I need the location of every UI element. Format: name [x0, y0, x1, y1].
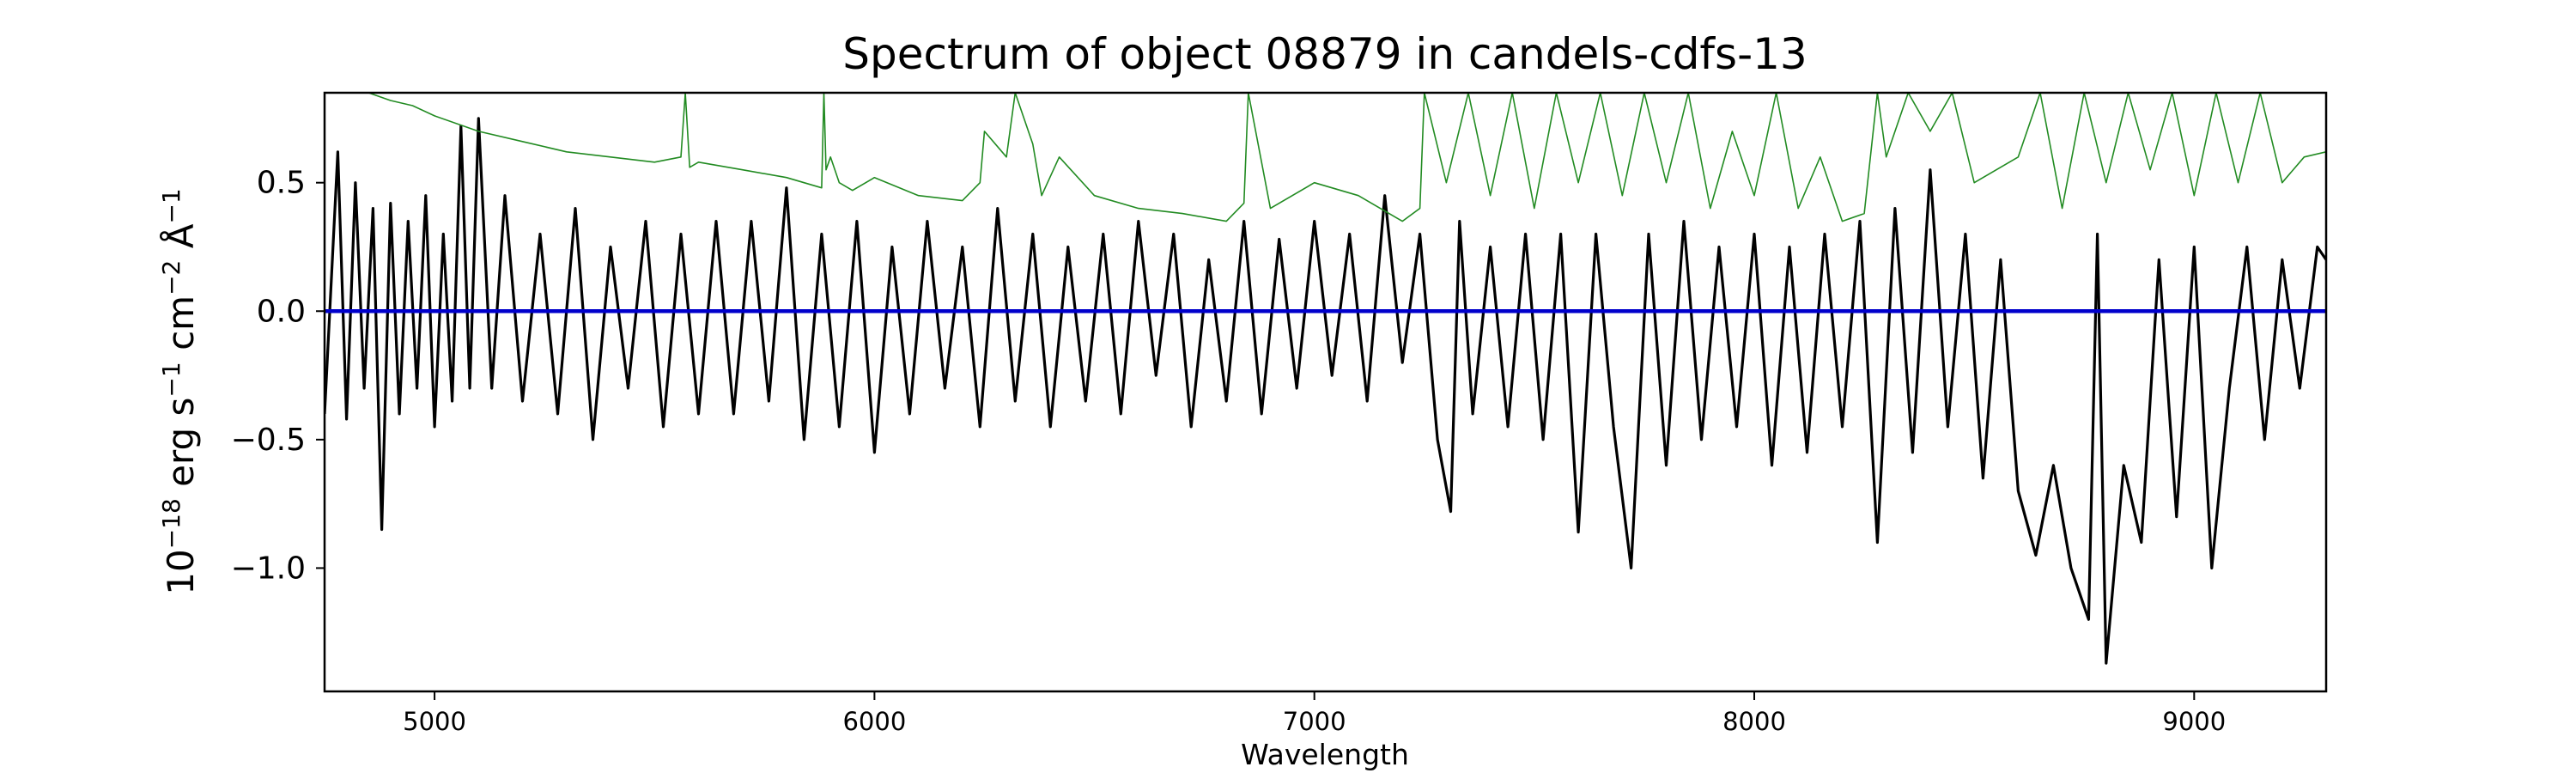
x-tick-label: 5000 — [403, 707, 466, 736]
plot-frame — [323, 91, 2328, 693]
y-axis: 0.5 0.0 −0.5 −1.0 — [231, 166, 325, 586]
series-line-0 — [325, 117, 2326, 665]
x-tick-label: 8000 — [1722, 707, 1786, 736]
x-tick-label: 9000 — [2162, 707, 2226, 736]
x-axis-label: Wavelength — [1241, 738, 1409, 771]
series-layer — [325, 93, 2326, 665]
series-line-2 — [368, 93, 2326, 222]
y-tick-label: 0.5 — [257, 166, 306, 201]
y-tick-label: −1.0 — [231, 551, 306, 586]
y-tick-label: 0.0 — [257, 294, 306, 329]
x-axis: 5000 6000 7000 8000 9000 — [403, 691, 2226, 736]
chart-title: Spectrum of object 08879 in candels-cdfs… — [842, 29, 1807, 79]
x-tick-label: 7000 — [1283, 707, 1346, 736]
y-tick-label: −0.5 — [231, 423, 306, 458]
x-tick-label: 6000 — [842, 707, 906, 736]
y-axis-label: 10−18 erg s−1 cm−2 Å−1 — [157, 188, 203, 594]
